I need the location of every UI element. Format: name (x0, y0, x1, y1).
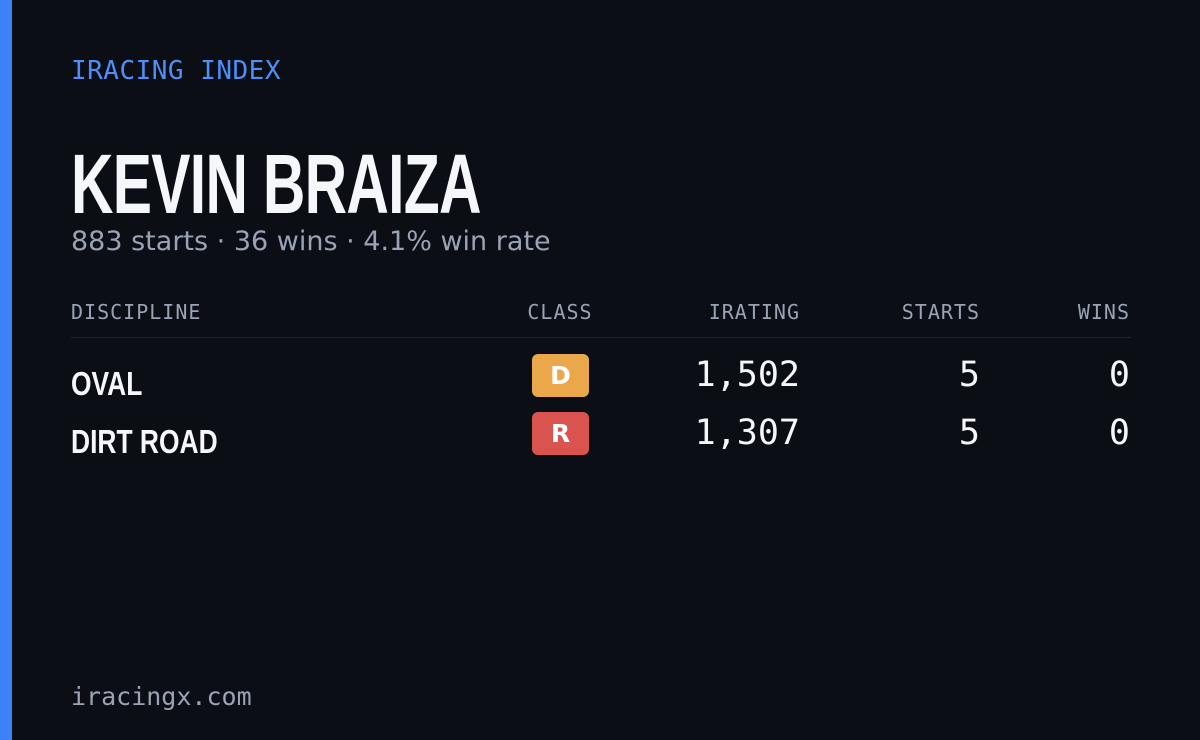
summary: 883 starts · 36 wins · 4.1% win rate (71, 226, 551, 257)
column-header: IRATING (708, 300, 800, 324)
footer-site: iracingx.com (71, 682, 252, 711)
wins: 0 (1108, 413, 1130, 453)
column-header: CLASS (527, 300, 593, 324)
class-badge: R (532, 412, 589, 455)
starts: 5 (958, 413, 980, 453)
column-header: WINS (1077, 300, 1130, 324)
irating: 1,502 (694, 355, 800, 395)
accent-bar (0, 0, 12, 740)
eyebrow: IRACING INDEX (71, 56, 281, 86)
wins: 0 (1108, 355, 1130, 395)
driver-name: KEVIN BRAIZA (71, 137, 481, 231)
class-badge: D (532, 354, 589, 397)
irating: 1,307 (694, 413, 800, 453)
header-rule (71, 337, 1131, 338)
column-header: DISCIPLINE (71, 300, 202, 324)
discipline: OVAL (71, 365, 143, 402)
column-header: STARTS (901, 300, 980, 324)
discipline: DIRT ROAD (71, 423, 218, 460)
starts: 5 (958, 355, 980, 395)
